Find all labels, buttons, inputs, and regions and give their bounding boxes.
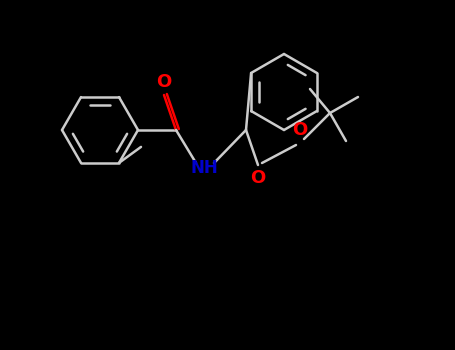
Text: O: O [293, 121, 308, 139]
Text: O: O [250, 169, 266, 187]
Text: NH: NH [190, 159, 218, 177]
Text: O: O [157, 73, 172, 91]
